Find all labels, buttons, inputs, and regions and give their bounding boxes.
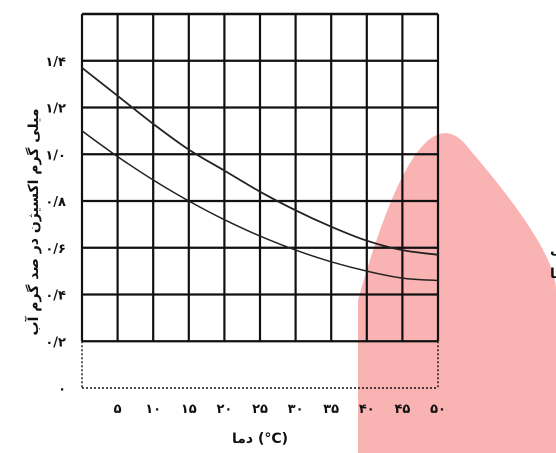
- series-label-0: آب آشامیدنی: [550, 240, 556, 258]
- x-tick-label: ۳۰: [288, 402, 304, 417]
- y-tick-label: ۱/۴: [45, 55, 66, 70]
- series-line-1: [81, 130, 439, 282]
- tick-labels: ۰ ۰/۲ ۰/۴ ۰/۶ ۰/۸ ۱/۰ ۱/۲ ۱/۴ ۵ ۱۰ ۱۵ ۲۰ ۲۵ ۳۰ ۳۵ ۴۰ ۴۵ ۵…: [45, 55, 446, 417]
- x-tick-label: ۱۰: [145, 402, 161, 417]
- x-tick-label: ۲۵: [252, 402, 268, 417]
- series-line-0: [81, 67, 439, 256]
- x-axis-title: دما (°C): [232, 431, 288, 447]
- x-tick-label: ۲۰: [216, 402, 232, 417]
- y-tick-label: ۰/۴: [45, 289, 66, 304]
- x-tick-label: ۵: [114, 402, 122, 417]
- y-tick-label: ۱/۲: [45, 102, 66, 117]
- y-tick-label: ۰: [58, 382, 66, 397]
- watermark-shape: [358, 133, 556, 453]
- curves: [81, 67, 439, 282]
- grid: [80, 12, 440, 389]
- y-tick-label: ۰/۶: [45, 242, 66, 257]
- x-tick-label: ۴۵: [394, 402, 410, 417]
- x-tick-label: ۱۵: [181, 402, 197, 417]
- series-label-1: آب دریا: [550, 264, 556, 282]
- series-labels: آب آشامیدنی آب دریا: [550, 240, 556, 282]
- y-axis-title: میلی گرم اکسیژن در صد گرم آب: [24, 108, 42, 335]
- x-tick-label: ۵۰: [430, 402, 446, 417]
- x-tick-label: ۳۵: [323, 402, 339, 417]
- y-tick-label: ۰/۲: [45, 335, 66, 350]
- x-tick-label: ۴۰: [359, 402, 375, 417]
- y-tick-label: ۱/۰: [45, 148, 66, 163]
- y-tick-label: ۰/۸: [45, 195, 66, 210]
